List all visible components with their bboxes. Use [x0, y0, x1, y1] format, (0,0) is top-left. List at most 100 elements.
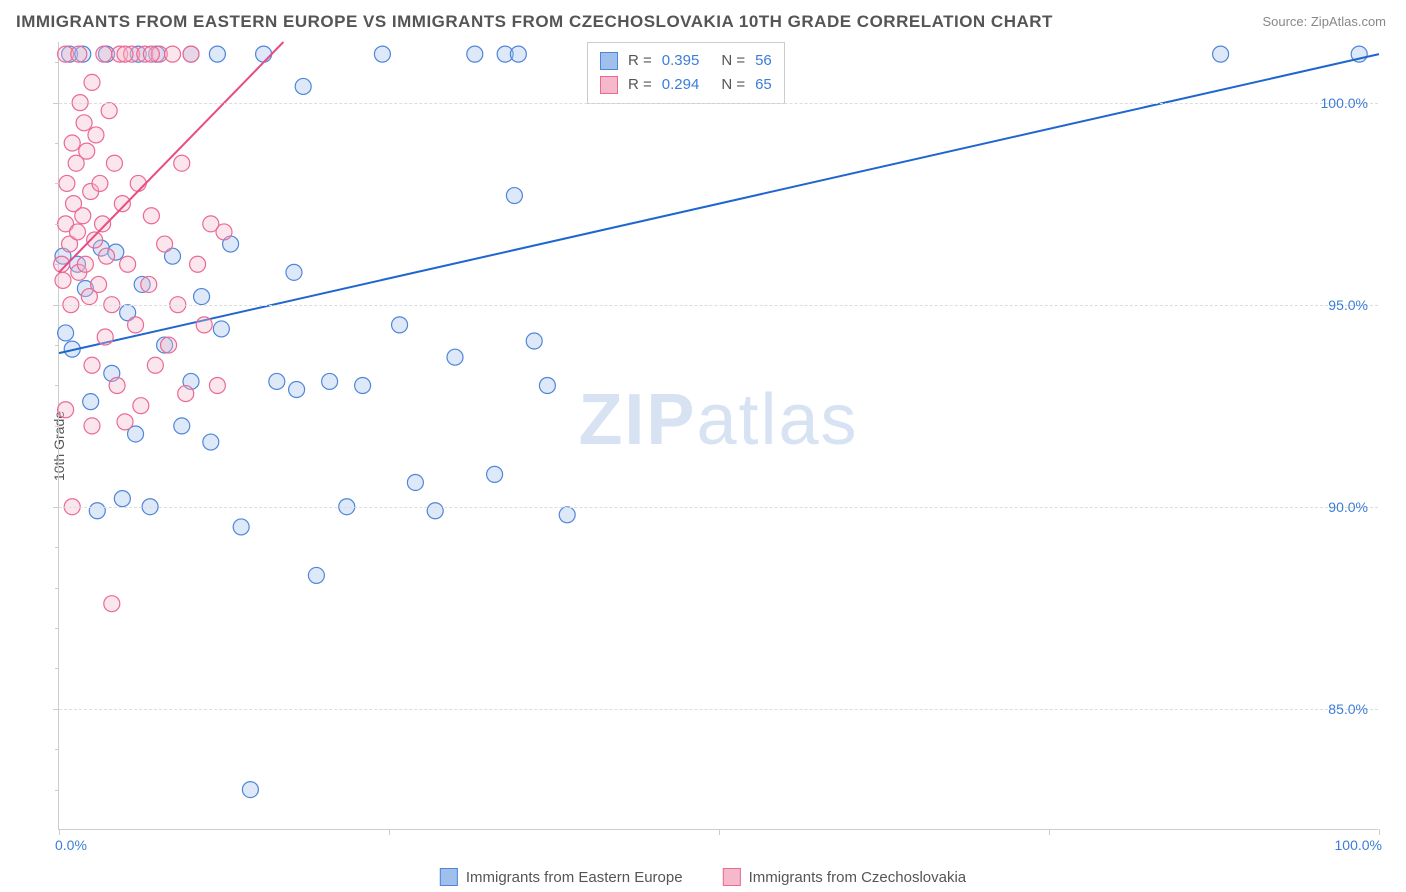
y-minor-tick — [55, 547, 59, 548]
data-point — [143, 46, 159, 62]
data-point — [71, 46, 87, 62]
data-point — [242, 782, 258, 798]
data-point — [510, 46, 526, 62]
y-minor-tick — [55, 224, 59, 225]
data-point — [174, 418, 190, 434]
data-point — [77, 256, 93, 272]
data-point — [506, 188, 522, 204]
n-label: N = — [721, 73, 745, 97]
data-point — [133, 398, 149, 414]
y-minor-tick — [55, 628, 59, 629]
data-point — [75, 208, 91, 224]
gridline — [59, 709, 1378, 710]
y-tick-mark — [53, 305, 59, 306]
data-point — [1213, 46, 1229, 62]
data-point — [88, 127, 104, 143]
gridline — [59, 507, 1378, 508]
legend-stat-row: R = 0.395 N = 56 — [600, 49, 772, 73]
gridline — [59, 103, 1378, 104]
data-point — [487, 466, 503, 482]
data-point — [106, 155, 122, 171]
data-point — [58, 402, 74, 418]
series-legend-item: Immigrants from Eastern Europe — [440, 868, 683, 886]
data-point — [233, 519, 249, 535]
data-point — [114, 491, 130, 507]
data-point — [256, 46, 272, 62]
data-point — [114, 196, 130, 212]
x-tick-mark — [389, 829, 390, 835]
data-point — [128, 317, 144, 333]
y-minor-tick — [55, 264, 59, 265]
data-point — [95, 216, 111, 232]
y-minor-tick — [55, 345, 59, 346]
n-label: N = — [721, 49, 745, 73]
data-point — [55, 272, 71, 288]
data-point — [196, 317, 212, 333]
data-point — [83, 394, 99, 410]
y-tick-label: 90.0% — [1328, 499, 1368, 515]
x-axis-end-label: 100.0% — [1335, 837, 1382, 853]
data-point — [84, 74, 100, 90]
data-point — [109, 377, 125, 393]
legend-swatch — [600, 52, 618, 70]
data-point — [89, 503, 105, 519]
data-point — [96, 46, 112, 62]
legend-stat-row: R = 0.294 N = 65 — [600, 73, 772, 97]
chart-svg — [59, 42, 1378, 829]
data-point — [64, 135, 80, 151]
data-point — [209, 46, 225, 62]
r-label: R = — [628, 73, 652, 97]
y-minor-tick — [55, 749, 59, 750]
data-point — [157, 236, 173, 252]
data-point — [559, 507, 575, 523]
data-point — [216, 224, 232, 240]
legend-swatch — [600, 76, 618, 94]
data-point — [76, 115, 92, 131]
data-point — [322, 373, 338, 389]
data-point — [392, 317, 408, 333]
r-value: 0.395 — [662, 49, 700, 73]
data-point — [269, 373, 285, 389]
r-label: R = — [628, 49, 652, 73]
n-value: 56 — [755, 49, 772, 73]
data-point — [174, 155, 190, 171]
y-tick-label: 85.0% — [1328, 701, 1368, 717]
data-point — [161, 337, 177, 353]
r-value: 0.294 — [662, 73, 700, 97]
data-point — [295, 78, 311, 94]
data-point — [130, 175, 146, 191]
y-minor-tick — [55, 466, 59, 467]
data-point — [194, 289, 210, 305]
data-point — [84, 418, 100, 434]
y-minor-tick — [55, 143, 59, 144]
data-point — [374, 46, 390, 62]
y-minor-tick — [55, 588, 59, 589]
gridline — [59, 305, 1378, 306]
y-tick-mark — [53, 103, 59, 104]
data-point — [120, 256, 136, 272]
data-point — [117, 46, 133, 62]
series-legend: Immigrants from Eastern Europe Immigrants… — [440, 868, 966, 886]
data-point — [183, 46, 199, 62]
plot-area: ZIPatlas R =0.395N =56R =0.294N =65 0.0%… — [58, 42, 1378, 830]
data-point — [104, 596, 120, 612]
legend-swatch — [440, 868, 458, 886]
data-point — [79, 143, 95, 159]
data-point — [286, 264, 302, 280]
data-point — [143, 208, 159, 224]
n-value: 65 — [755, 73, 772, 97]
data-point — [289, 382, 305, 398]
data-point — [117, 414, 133, 430]
data-point — [58, 325, 74, 341]
data-point — [101, 103, 117, 119]
data-point — [99, 248, 115, 264]
data-point — [539, 377, 555, 393]
data-point — [97, 329, 113, 345]
series-legend-item: Immigrants from Czechoslovakia — [723, 868, 967, 886]
y-tick-label: 100.0% — [1321, 95, 1368, 111]
legend-swatch — [723, 868, 741, 886]
y-tick-label: 95.0% — [1328, 297, 1368, 313]
x-tick-mark — [1379, 829, 1380, 835]
data-point — [355, 377, 371, 393]
chart-title: IMMIGRANTS FROM EASTERN EUROPE VS IMMIGR… — [16, 12, 1053, 32]
